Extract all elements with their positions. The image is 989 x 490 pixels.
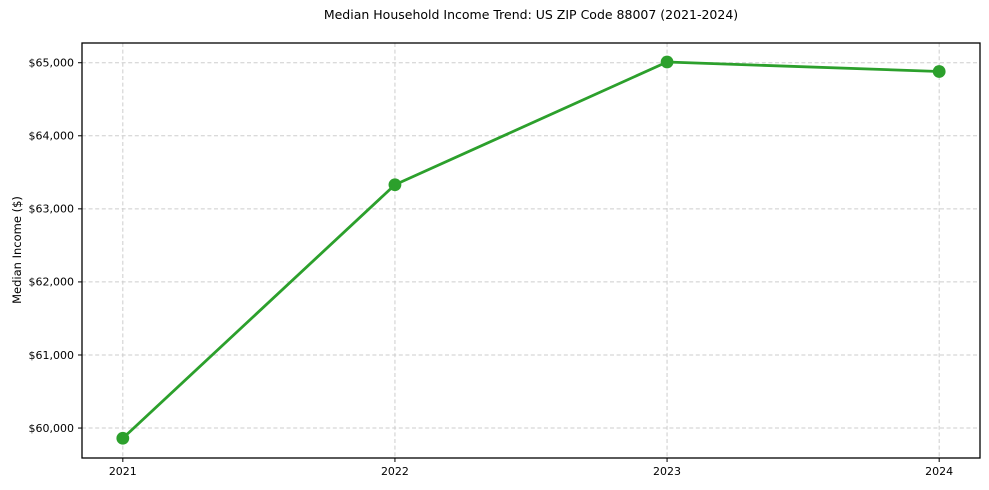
y-tick-label: $64,000	[29, 130, 75, 143]
plot-border	[81, 42, 981, 459]
y-tick-label: $60,000	[29, 422, 75, 435]
y-tick-label: $62,000	[29, 276, 75, 289]
data-point-2024	[932, 65, 946, 78]
x-tick-label: 2023	[653, 465, 681, 478]
y-axis-label: Median Income ($)	[10, 196, 24, 304]
x-tick-label: 2021	[109, 465, 137, 478]
x-tick-label: 2024	[925, 465, 953, 478]
trend-line	[121, 60, 941, 440]
y-tick-label: $63,000	[29, 203, 75, 216]
data-point-2021	[116, 431, 130, 445]
y-tick-label: $65,000	[29, 57, 75, 70]
data-point-2023	[660, 55, 674, 69]
data-point-2022	[388, 178, 402, 192]
y-tick-label: $61,000	[29, 349, 75, 362]
x-tick-label: 2022	[381, 465, 409, 478]
chart-title: Median Household Income Trend: US ZIP Co…	[323, 7, 739, 22]
